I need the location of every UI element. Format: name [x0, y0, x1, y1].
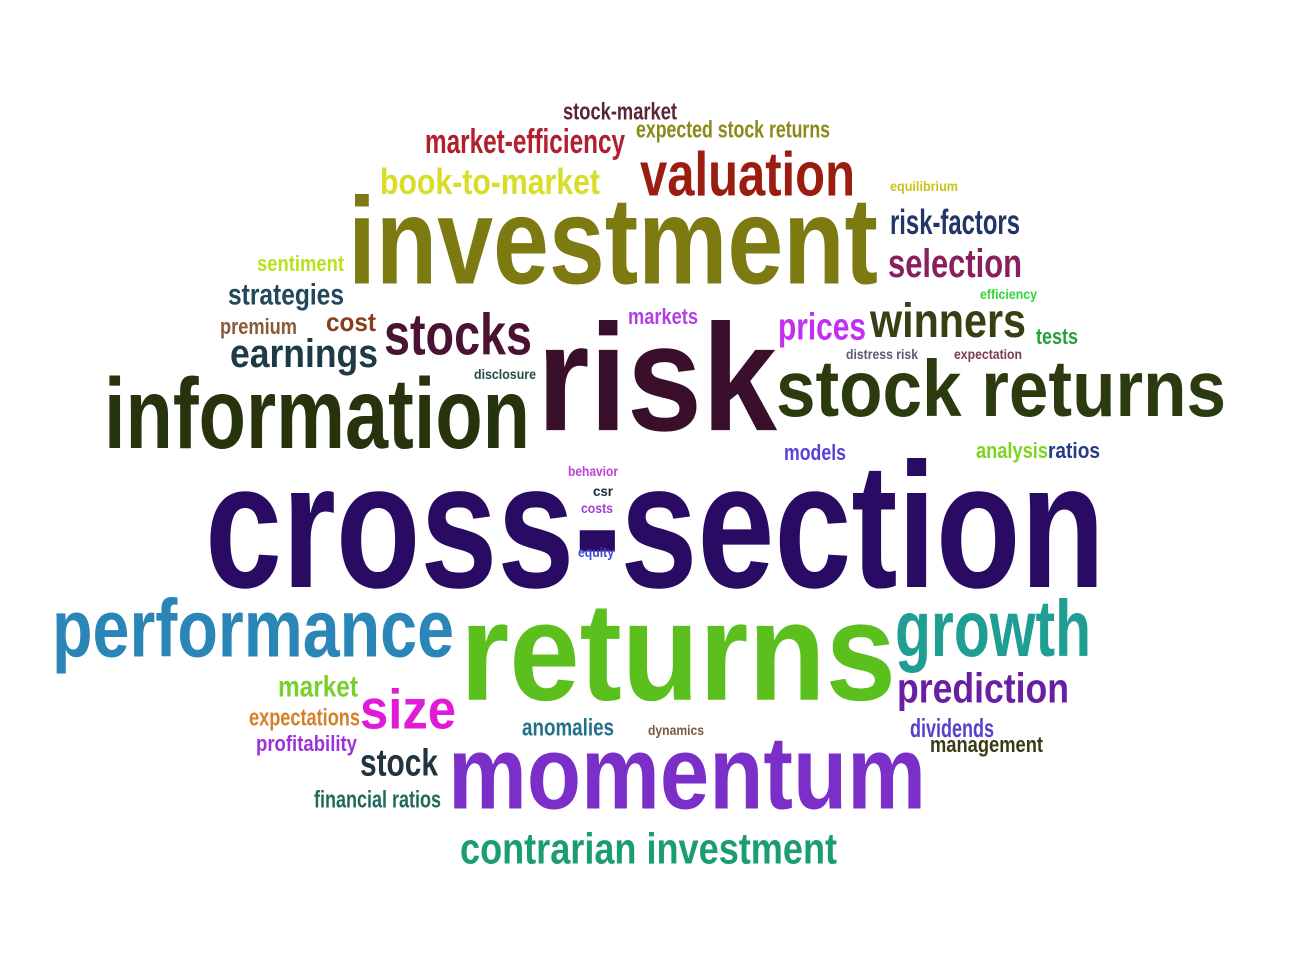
word-costs: costs: [581, 500, 613, 517]
word-contrarian-investment: contrarian investment: [460, 824, 837, 874]
word-financial-ratios: financial ratios: [314, 786, 441, 814]
word-markets: markets: [628, 303, 698, 329]
word-risk: risk: [537, 293, 777, 464]
word-information: information: [104, 358, 530, 470]
word-growth: growth: [895, 584, 1091, 674]
word-analysis: analysis: [976, 437, 1048, 463]
word-tests: tests: [1036, 323, 1078, 349]
word-management: management: [930, 731, 1043, 757]
word-returns: returns: [460, 573, 896, 731]
word-prices: prices: [778, 304, 866, 348]
word-equilibrium: equilibrium: [890, 178, 958, 195]
word-earnings: earnings: [230, 331, 378, 377]
word-efficiency: efficiency: [980, 286, 1037, 303]
word-expected-stock-returns: expected stock returns: [636, 116, 830, 144]
word-dynamics: dynamics: [648, 722, 704, 739]
word-behavior: behavior: [568, 463, 618, 480]
word-ratios: ratios: [1048, 437, 1100, 463]
word-premium: premium: [220, 313, 297, 339]
word-csr: csr: [593, 483, 613, 500]
word-models: models: [784, 439, 846, 465]
word-risk-factors: risk-factors: [890, 202, 1020, 242]
word-expectation: expectation: [954, 346, 1022, 363]
word-profitability: profitability: [256, 730, 357, 756]
word-selection: selection: [888, 241, 1022, 287]
word-sentiment: sentiment: [257, 250, 344, 276]
word-anomalies: anomalies: [522, 714, 614, 742]
word-stock-market: stock-market: [563, 98, 677, 126]
word-momentum: momentum: [448, 715, 926, 832]
word-stock: stock: [360, 740, 438, 784]
word-performance: performance: [52, 582, 454, 675]
word-book-to-market: book-to-market: [380, 162, 600, 203]
word-market-efficiency: market-efficiency: [425, 122, 625, 161]
word-disclosure: disclosure: [474, 366, 536, 383]
word-market: market: [278, 669, 358, 704]
word-size: size: [360, 678, 456, 742]
word-cost: cost: [326, 307, 376, 338]
word-stock-returns: stock returns: [776, 344, 1226, 434]
word-dividends: dividends: [910, 713, 994, 744]
word-valuation: valuation: [640, 139, 855, 210]
word-distress-risk: distress risk: [846, 346, 918, 363]
word-expectations: expectations: [249, 704, 360, 732]
word-cross-section: cross-section: [205, 425, 1105, 626]
word-equity: equity: [578, 544, 614, 561]
word-prediction: prediction: [897, 664, 1069, 713]
word-strategies: strategies: [228, 277, 344, 312]
word-investment: investment: [348, 172, 878, 310]
word-stocks: stocks: [384, 301, 532, 368]
word-winners: winners: [870, 294, 1026, 348]
